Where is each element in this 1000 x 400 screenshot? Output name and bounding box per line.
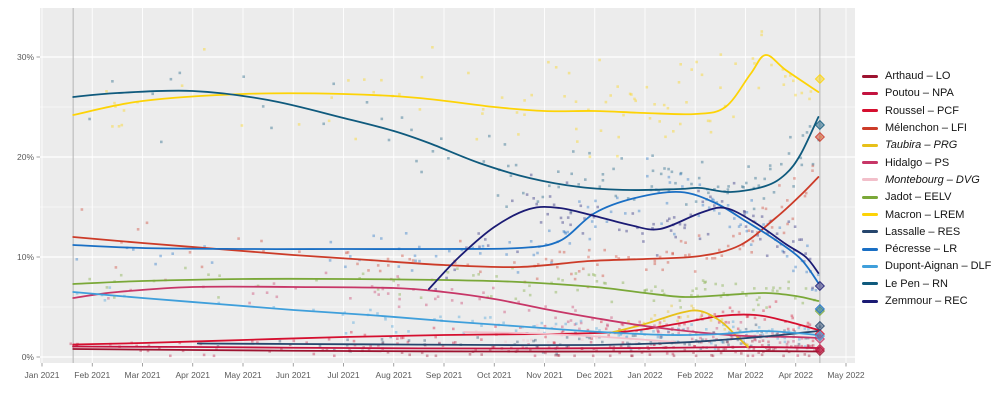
y-axis-label: 10% [17, 252, 34, 262]
axes: Jan 2021 Feb 2021 Mar 2021 Apr 2021 May 2021… [17, 52, 865, 380]
legend-swatch-montebourg [862, 178, 878, 182]
x-axis-label: Apr 2021 [176, 370, 211, 380]
legend-label-montebourg: Montebourg – DVG [885, 173, 980, 186]
legend-label-lassalle: Lassalle – RES [885, 225, 961, 238]
x-axis-label: Nov 2021 [526, 370, 563, 380]
legend: Arthaud – LO Poutou – NPA Roussel – PCF Mél… [862, 70, 991, 307]
trend-line-lassalle [196, 330, 820, 347]
legend-swatch-roussel [862, 109, 878, 113]
legend-item-le-pen: Le Pen – RN [862, 278, 991, 290]
gridlines [40, 8, 855, 363]
legend-label-arthaud: Arthaud – LO [885, 70, 951, 83]
legend-swatch-arthaud [862, 74, 878, 78]
legend-item-montebourg: Montebourg – DVG [862, 174, 991, 186]
legend-label-roussel: Roussel – PCF [885, 104, 959, 117]
trend-line-macron [72, 54, 820, 116]
x-axis-label: Apr 2022 [779, 370, 814, 380]
result-marker-zemmour [814, 280, 826, 292]
legend-swatch-hidalgo [862, 161, 878, 165]
legend-item-poutou: Poutou – NPA [862, 87, 991, 99]
x-axis-label: Dec 2021 [577, 370, 614, 380]
result-marker-dupont-aignan [814, 330, 826, 342]
legend-item-jadot: Jadot – EELV [862, 191, 991, 203]
election-result-markers [814, 73, 826, 357]
legend-label-dupont-aignan: Dupont-Aignan – DLF [885, 260, 992, 273]
x-axis-label: Mar 2021 [125, 370, 161, 380]
trend-line-poutou [72, 345, 820, 350]
result-marker-le-pen [814, 119, 826, 131]
legend-label-zemmour: Zemmour – REC [885, 295, 968, 307]
trend-line-montebourg [463, 331, 676, 343]
y-axis-label: 30% [17, 52, 34, 62]
x-axis-label: Jun 2021 [276, 370, 311, 380]
legend-swatch-dupont-aignan [862, 264, 878, 268]
legend-label-pecresse: Pécresse – LR [885, 243, 958, 256]
legend-label-hidalgo: Hidalgo – PS [885, 156, 950, 169]
result-marker-macron [814, 73, 826, 85]
result-marker-pecresse [814, 303, 826, 315]
x-axis-label: Mar 2022 [728, 370, 764, 380]
x-axis-label: Oct 2021 [477, 370, 512, 380]
legend-label-melenchon: Mélenchon – LFI [885, 122, 967, 135]
trend-line-le-pen [72, 89, 820, 193]
scatter-macron [105, 30, 822, 159]
legend-item-hidalgo: Hidalgo – PS [862, 156, 991, 169]
legend-item-roussel: Roussel – PCF [862, 105, 991, 117]
legend-label-le-pen: Le Pen – RN [885, 277, 948, 290]
x-axis-label: Jan 2022 [628, 370, 663, 380]
scatter-le-pen [88, 71, 820, 213]
x-axis-label: Jul 2021 [327, 370, 359, 380]
x-axis-label: May 2021 [224, 370, 262, 380]
legend-swatch-melenchon [862, 126, 878, 130]
legend-label-poutou: Poutou – NPA [885, 87, 954, 100]
plot-panel [40, 8, 855, 363]
legend-item-pecresse: Pécresse – LR [862, 243, 991, 255]
scatter-melenchon [80, 164, 815, 289]
legend-swatch-pecresse [862, 247, 878, 251]
legend-swatch-zemmour [862, 299, 878, 303]
trend-line-jadot [72, 277, 820, 302]
trend-line-pecresse [72, 190, 820, 284]
scatter-zemmour [434, 173, 814, 291]
scatter-roussel [75, 300, 815, 348]
legend-label-taubira: Taubira – PRG [885, 139, 958, 152]
result-marker-poutou [814, 343, 826, 355]
trend-line-dupont-aignan [72, 291, 820, 336]
trend-line-hidalgo [72, 285, 820, 339]
legend-swatch-taubira [862, 143, 878, 147]
x-axis-label: Feb 2022 [677, 370, 713, 380]
x-axis-label: Sep 2021 [426, 370, 463, 380]
legend-swatch-le-pen [862, 282, 878, 286]
legend-item-arthaud: Arthaud – LO [862, 70, 991, 82]
reference-lines [72, 8, 821, 363]
legend-item-macron: Macron – LREM [862, 208, 991, 221]
legend-label-jadot: Jadot – EELV [885, 191, 952, 204]
result-marker-lassalle [814, 320, 826, 332]
legend-item-melenchon: Mélenchon – LFI [862, 122, 991, 134]
x-axis-label: Feb 2021 [74, 370, 110, 380]
legend-label-macron: Macron – LREM [885, 208, 965, 221]
trend-line-zemmour [428, 205, 820, 290]
legend-swatch-macron [862, 213, 878, 217]
legend-swatch-poutou [862, 91, 878, 95]
y-axis-label: 0% [22, 352, 35, 362]
x-axis-label: Jan 2021 [25, 370, 60, 380]
legend-item-zemmour: Zemmour – REC [862, 295, 991, 307]
result-marker-melenchon [814, 131, 826, 143]
legend-item-lassalle: Lassalle – RES [862, 226, 991, 238]
legend-swatch-lassalle [862, 230, 878, 234]
trend-line-arthaud [72, 348, 820, 353]
legend-item-dupont-aignan: Dupont-Aignan – DLF [862, 260, 991, 272]
legend-item-taubira: Taubira – PRG [862, 139, 991, 151]
legend-swatch-jadot [862, 195, 878, 199]
trend-lines [72, 54, 820, 353]
y-axis-label: 20% [17, 152, 34, 162]
x-axis-label: Aug 2021 [376, 370, 413, 380]
x-axis-label: May 2022 [827, 370, 865, 380]
